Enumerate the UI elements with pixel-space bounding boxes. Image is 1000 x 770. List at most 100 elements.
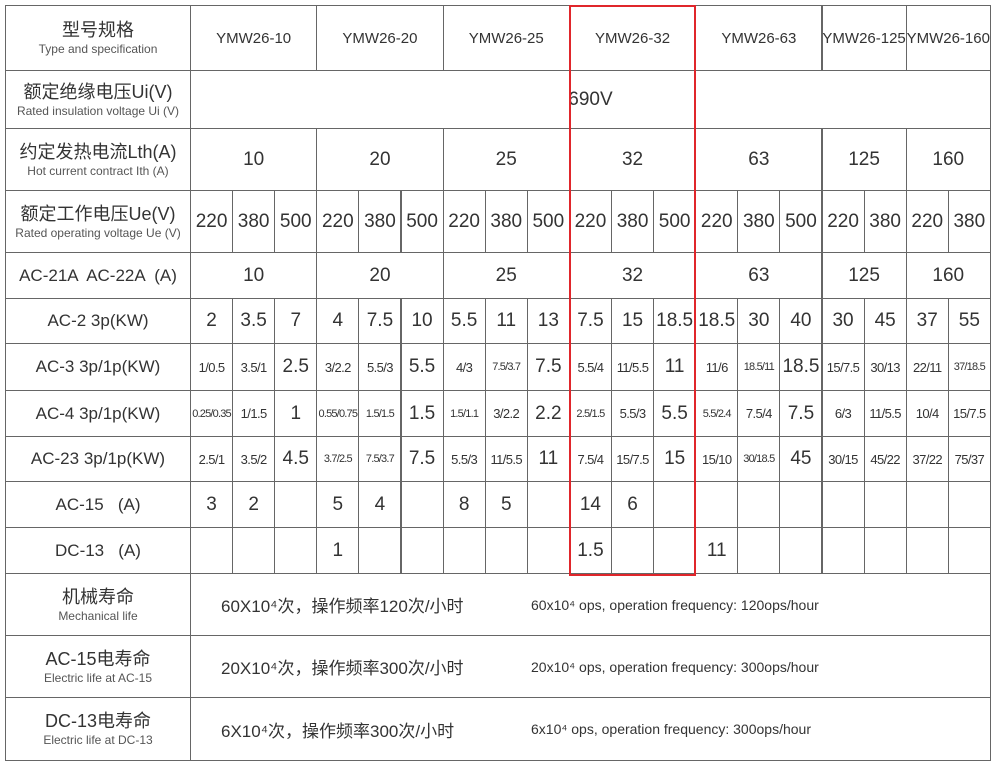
model-cell: YMW26-25 — [442, 5, 570, 71]
model-cell: YMW26-160 — [905, 5, 991, 71]
value-cell: 5 — [484, 481, 528, 528]
value-cell: 690V — [190, 70, 991, 129]
value: 380 — [490, 210, 523, 232]
value: 4.5 — [282, 448, 309, 469]
value: 4 — [332, 310, 344, 331]
value: 25 — [495, 264, 517, 286]
value: 11 — [706, 539, 727, 561]
value-cell: 20 — [316, 128, 444, 191]
value-cell: 5.5 — [442, 298, 486, 344]
value: 7.5 — [408, 448, 436, 469]
value-cell: 1 — [274, 390, 318, 437]
value: 1 — [332, 539, 344, 561]
row-label: 机械寿命 Mechanical life — [5, 573, 191, 636]
model-cell: YMW26-63 — [695, 5, 823, 71]
value-cell: 18.5 — [653, 298, 697, 344]
value: 7.5/4 — [745, 406, 773, 421]
value: 5.5/3 — [451, 451, 478, 467]
label: AC-3 3p/1p(KW) — [35, 357, 161, 376]
label-cn: 机械寿命 — [62, 586, 134, 607]
value-cell — [274, 527, 318, 574]
value: 7 — [290, 310, 302, 331]
value-cell — [442, 527, 486, 574]
value: 500 — [532, 210, 565, 232]
value-cell: 7.5 — [779, 390, 823, 437]
value-cell: 380 — [611, 190, 655, 253]
value-cell: 3.5/2 — [232, 436, 276, 482]
value-cell: 4.5 — [274, 436, 318, 482]
value-cell: 22/11 — [905, 343, 949, 391]
value: 20 — [369, 148, 391, 170]
value-cell: 160 — [905, 252, 991, 299]
value-cell: 2 — [190, 298, 234, 344]
value-cell — [400, 527, 444, 574]
value: 125 — [848, 148, 880, 170]
value: 500 — [406, 210, 438, 232]
value-cell — [232, 527, 276, 574]
value: 11 — [538, 448, 559, 469]
label: DC-13 (A) — [55, 540, 141, 560]
life-en: 6x10⁴ ops, operation frequency: 300ops/h… — [531, 721, 811, 737]
value-cell: 380 — [232, 190, 276, 253]
value: 5.5/4 — [577, 359, 604, 375]
value: 7.5/3.7 — [365, 453, 395, 465]
model-name: YMW26-20 — [342, 29, 418, 47]
value-cell: 3 — [190, 481, 234, 528]
value-cell — [821, 481, 865, 528]
value: 10/4 — [915, 406, 940, 421]
value-cell: 380 — [947, 190, 991, 253]
value-cell: 7.5 — [526, 343, 570, 391]
value: 11/5.5 — [869, 406, 901, 421]
value: 2.5 — [282, 356, 309, 377]
value-cell: 15 — [611, 298, 655, 344]
value-cell: 32 — [568, 128, 697, 191]
value-cell: 4 — [316, 298, 360, 344]
value-cell: 30/18.5 — [737, 436, 781, 482]
value-cell: 45 — [863, 298, 907, 344]
value-cell: 1/0.5 — [190, 343, 234, 391]
row-label: AC-23 3p/1p(KW) — [5, 436, 191, 482]
value-cell — [695, 481, 739, 528]
value-cell: 15/7.5 — [947, 390, 991, 437]
value: 220 — [574, 210, 607, 232]
value: 380 — [616, 210, 649, 232]
row-label: 额定绝缘电压Ui(V) Rated insulation voltage Ui (… — [5, 70, 191, 129]
value-cell: 220 — [905, 190, 949, 253]
value-cell — [947, 481, 991, 528]
value: 18.5 — [782, 356, 820, 377]
value-cell: 25 — [442, 252, 570, 299]
value-cell: 2 — [232, 481, 276, 528]
value-cell: 45 — [779, 436, 823, 482]
value-cell: 18.5 — [695, 298, 739, 344]
value: 7.5 — [535, 356, 562, 377]
value-cell: 7.5 — [400, 436, 444, 482]
value-cell — [905, 527, 949, 574]
value-cell: 30/13 — [863, 343, 907, 391]
value: 11/6 — [705, 359, 729, 375]
value: 2 — [248, 493, 259, 515]
row-label: DC-13 (A) — [5, 527, 191, 574]
value-cell: 380 — [484, 190, 528, 253]
value: 37/22 — [912, 451, 942, 467]
value-cell: 2.5/1 — [190, 436, 234, 482]
value: 45/22 — [870, 451, 900, 467]
value-cell: 7 — [274, 298, 318, 344]
value: 11/5.5 — [490, 451, 523, 467]
value: 6 — [627, 493, 638, 515]
value-cell: 32 — [568, 252, 697, 299]
value: 1/1.5 — [240, 406, 268, 421]
value: 3/2.2 — [493, 406, 520, 421]
value-cell: 7.5/3.7 — [484, 343, 528, 391]
model-cell: YMW26-125 — [821, 5, 907, 71]
value-cell: 3/2.2 — [484, 390, 528, 437]
value: 14 — [579, 493, 601, 515]
value-cell: 7.5/3.7 — [358, 436, 402, 482]
value-cell: 15/7.5 — [611, 436, 655, 482]
row-label: AC-15 (A) — [5, 481, 191, 528]
value-cell: 3/2.2 — [316, 343, 360, 391]
life-cell: 6X10⁴次，操作频率300次/小时 6x10⁴ ops, operation f… — [190, 697, 991, 761]
value: 5.5/3 — [366, 359, 394, 375]
value-cell: 5.5 — [400, 343, 444, 391]
value: 7.5 — [787, 402, 815, 424]
value-cell: 4/3 — [442, 343, 486, 391]
